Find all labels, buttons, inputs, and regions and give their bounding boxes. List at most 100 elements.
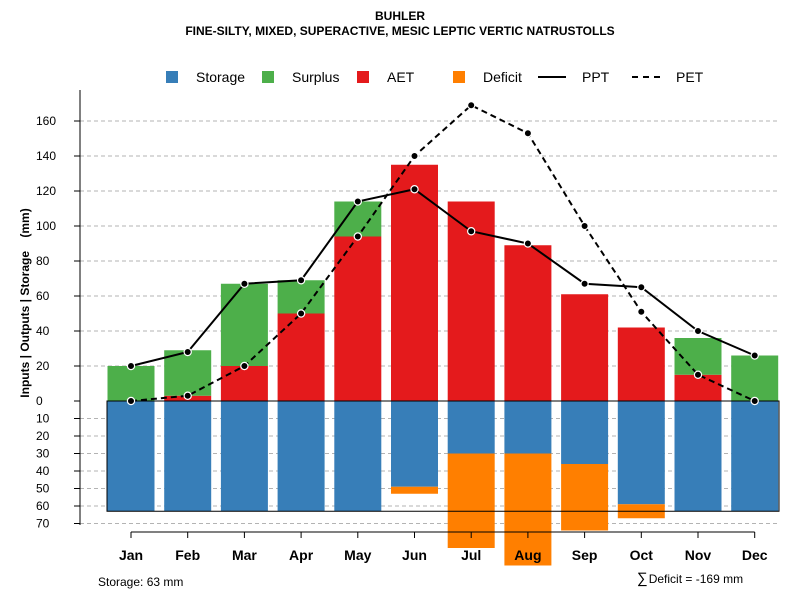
surplus-bar (220, 283, 268, 366)
x-tick-label: Sep (572, 547, 598, 563)
legend-pet: PET (632, 69, 703, 85)
legend-pet-label: PET (676, 69, 704, 85)
storage-bar (731, 401, 779, 512)
legend-deficit-label: Deficit (483, 69, 522, 85)
pet-point (637, 307, 646, 316)
storage-bar (561, 401, 609, 464)
y-tick-label-lower: 70 (36, 517, 50, 531)
storage-bar (334, 401, 382, 512)
legend-aet-swatch (357, 71, 369, 83)
legend-ppt-label: PPT (582, 69, 610, 85)
legend-aet: AET (357, 69, 414, 85)
storage-bar (220, 401, 268, 512)
chart-legend: Storage Surplus AET Deficit PPT PET (0, 69, 800, 91)
pet-point (410, 151, 419, 161)
y-tick-label-upper: 0 (36, 394, 43, 408)
ppt-point (580, 279, 589, 288)
deficit-total: Deficit = -169 mm (648, 572, 744, 586)
storage-bar (164, 401, 212, 512)
aet-bar (504, 245, 552, 401)
legend-storage-swatch (166, 71, 178, 83)
pet-point (183, 391, 192, 400)
x-tick-label: Aug (514, 547, 541, 563)
storage-bar (277, 401, 325, 512)
storage-bar (617, 401, 665, 505)
ppt-point (296, 276, 306, 285)
aet-bar (561, 294, 609, 401)
x-tick-label: Feb (175, 547, 200, 563)
legend-ppt: PPT (538, 69, 609, 85)
ppt-point (637, 283, 646, 292)
pet-point (296, 309, 306, 318)
y-tick-label-upper: 20 (36, 359, 50, 373)
pet-point (580, 221, 589, 231)
storage-note: Storage: 63 mm (98, 575, 184, 589)
y-tick-label-upper: 60 (36, 289, 50, 303)
y-tick-label-lower: 50 (36, 482, 50, 496)
legend-deficit-swatch (453, 71, 465, 83)
legend-surplus-label: Surplus (292, 69, 340, 85)
chart-title: BUHLER (375, 9, 425, 23)
aet-bar (617, 327, 665, 401)
surplus-bar (107, 366, 155, 401)
x-tick-label: Dec (742, 547, 768, 563)
legend-surplus-swatch (262, 71, 274, 83)
x-tick-label: Jul (461, 547, 481, 563)
ppt-point (693, 326, 703, 336)
storage-bar (504, 401, 552, 454)
y-tick-label-upper: 160 (36, 114, 56, 128)
surplus-bar (334, 201, 382, 237)
ppt-point (353, 197, 362, 206)
sigma-symbol: ∑ (637, 570, 648, 587)
legend-storage-label: Storage (196, 69, 246, 85)
deficit-bar (561, 464, 609, 531)
surplus-bar (277, 280, 325, 314)
pet-point (750, 396, 759, 406)
legend-surplus: Surplus (262, 69, 339, 85)
pet-point (353, 232, 362, 241)
aet-bar (391, 164, 438, 401)
x-tick-label: Oct (630, 547, 654, 563)
legend-ppt-line (538, 76, 566, 78)
y-tick-label-lower: 10 (36, 412, 50, 426)
storage-bar (107, 401, 155, 512)
deficit-note: ∑Deficit = -169 mm (637, 570, 743, 587)
ppt-point (240, 279, 249, 288)
legend-aet-label: AET (387, 69, 415, 85)
x-tick-label: Mar (232, 547, 257, 563)
x-tick-label: May (344, 547, 371, 563)
x-tick-label: Jan (119, 547, 143, 563)
pet-point (467, 101, 476, 110)
ppt-point (523, 239, 533, 248)
storage-bar (674, 401, 722, 512)
aet-bar (220, 366, 268, 401)
x-tick-label: Apr (289, 547, 314, 563)
y-tick-label-lower: 40 (36, 464, 50, 478)
y-tick-label-lower: 60 (36, 499, 50, 513)
ppt-point (126, 361, 136, 371)
ppt-point (750, 351, 759, 360)
y-tick-label-lower: 20 (36, 429, 50, 443)
legend-pet-line (632, 76, 660, 78)
aet-bar (334, 236, 382, 401)
legend-storage: Storage (166, 69, 245, 85)
y-tick-label-lower: 30 (36, 447, 50, 461)
y-tick-label-upper: 80 (36, 254, 50, 268)
storage-bar (391, 401, 438, 487)
x-label-highlight (504, 543, 551, 565)
storage-bar (447, 401, 495, 454)
ppt-point (183, 347, 192, 357)
y-tick-label-upper: 100 (36, 219, 56, 233)
legend-deficit: Deficit (453, 69, 522, 85)
y-tick-label-upper: 120 (36, 184, 56, 198)
x-tick-label: Jun (402, 547, 427, 563)
ppt-point (467, 227, 476, 236)
ppt-line (130, 188, 756, 367)
chart-subtitle: FINE-SILTY, MIXED, SUPERACTIVE, MESIC LE… (185, 24, 615, 38)
aet-bar (674, 374, 722, 401)
pet-line (130, 104, 756, 402)
pet-point (523, 129, 533, 138)
y-tick-label-upper: 40 (36, 324, 50, 338)
y-tick-label-upper: 140 (36, 149, 56, 163)
